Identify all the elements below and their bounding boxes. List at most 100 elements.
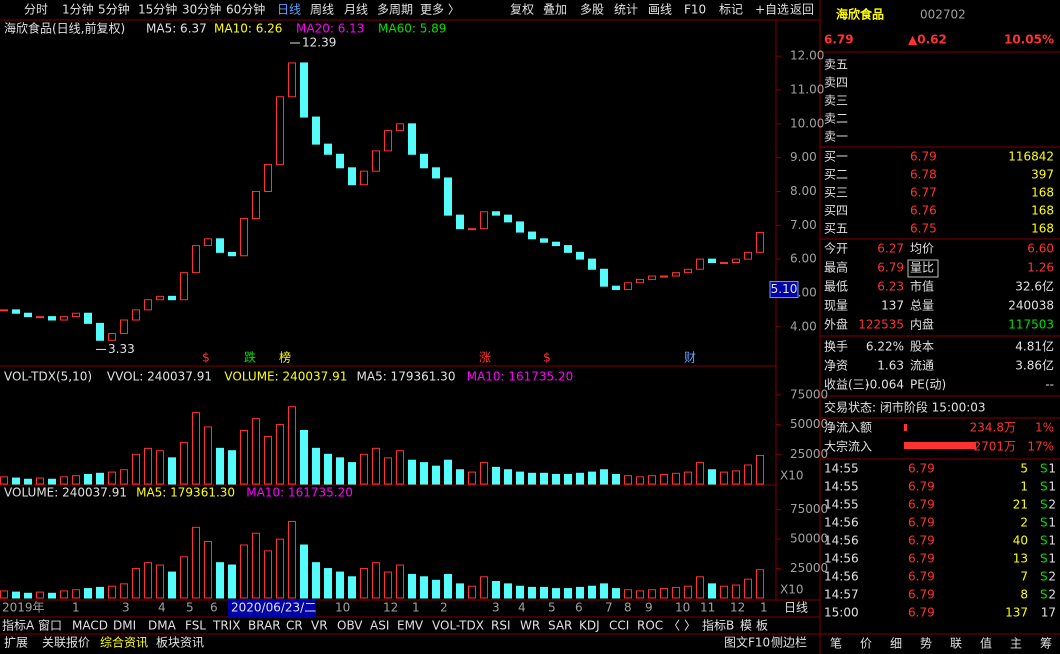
volume-bar bbox=[324, 568, 332, 599]
candle bbox=[300, 62, 308, 118]
period-tab[interactable]: 周线 bbox=[310, 3, 334, 17]
trade-price: 6.79 bbox=[908, 516, 935, 530]
period-tab[interactable]: 5分钟 bbox=[98, 2, 130, 17]
bottom-tab[interactable]: 综合资讯 bbox=[100, 635, 148, 650]
indicator-tab[interactable]: VR bbox=[311, 619, 328, 633]
indicator-tab[interactable]: ROC bbox=[637, 619, 663, 633]
indicator-tab[interactable]: 模 bbox=[740, 619, 752, 633]
side-tab[interactable]: 联 bbox=[950, 637, 962, 651]
bottom-tab[interactable]: 板块资讯 bbox=[156, 636, 204, 650]
volume-bar bbox=[612, 588, 620, 599]
bid-volume: 168 bbox=[1031, 222, 1054, 236]
indicator-tab[interactable]: TRIX bbox=[212, 619, 240, 633]
volume-bar bbox=[732, 470, 740, 485]
indicator-tab[interactable]: 〉 bbox=[684, 619, 696, 633]
period-tab[interactable]: 更多 〉 bbox=[420, 3, 460, 17]
period-tab[interactable]: 30分钟 bbox=[182, 2, 221, 17]
side-tab[interactable]: 势 bbox=[920, 637, 932, 651]
bid-label: 买二 bbox=[824, 168, 848, 182]
toolbar-button[interactable]: 统计 bbox=[614, 3, 638, 17]
period-tab[interactable]: 1分钟 bbox=[62, 2, 94, 17]
volume-bar bbox=[24, 592, 32, 599]
period-tab[interactable]: 分时 bbox=[24, 3, 48, 17]
indicator-tab[interactable]: VOL-TDX bbox=[432, 619, 484, 633]
period-tab[interactable]: 15分钟 bbox=[138, 2, 177, 17]
candle bbox=[228, 251, 236, 257]
indicator-tab[interactable]: CCI bbox=[609, 619, 629, 633]
bottom-tab[interactable]: 侧边栏 bbox=[771, 635, 807, 650]
low-label: 3.33 bbox=[108, 342, 135, 356]
y-tick-label: 75000 bbox=[790, 387, 828, 401]
bottom-tab[interactable]: 图文F10 bbox=[724, 635, 770, 650]
stat-label: 换手 bbox=[824, 340, 848, 354]
volume-bar bbox=[720, 471, 728, 485]
period-tab[interactable]: 月线 bbox=[344, 3, 368, 17]
period-tab[interactable]: 多周期 bbox=[377, 3, 413, 17]
y-tick-label: 75000 bbox=[790, 502, 828, 516]
indicator-tab[interactable]: FSL bbox=[185, 619, 206, 633]
side-tab[interactable]: 值 bbox=[980, 636, 992, 651]
toolbar-button[interactable]: F10 bbox=[684, 3, 706, 17]
trade-time: 14:56 bbox=[824, 570, 859, 584]
side-tab[interactable]: 筹 bbox=[1040, 637, 1052, 651]
side-tab[interactable]: 细 bbox=[890, 637, 902, 651]
indicator-tab[interactable]: ASI bbox=[370, 619, 389, 633]
indicator-tab[interactable]: MACD bbox=[72, 619, 108, 633]
indicator-tab[interactable]: EMV bbox=[397, 619, 424, 633]
indicator-tab[interactable]: 〈 bbox=[668, 619, 680, 633]
candle bbox=[540, 238, 548, 243]
side-tab[interactable]: 主 bbox=[1010, 637, 1022, 651]
candle bbox=[468, 228, 476, 231]
ask-label: 卖一 bbox=[824, 130, 848, 144]
candle bbox=[180, 272, 188, 301]
candle bbox=[564, 245, 572, 253]
stat-value: 1.63 bbox=[877, 359, 904, 373]
toolbar-button[interactable]: 复权 bbox=[510, 3, 534, 17]
period-tab[interactable]: 日线 bbox=[277, 3, 301, 17]
x-tick-label: 4 bbox=[158, 601, 166, 615]
indicator-tab[interactable]: SAR bbox=[548, 619, 572, 633]
candle bbox=[252, 190, 260, 220]
side-tab[interactable]: 笔 bbox=[830, 636, 842, 651]
indicator-tab[interactable]: 窗口 bbox=[38, 619, 62, 633]
stat-label: 今开 bbox=[824, 241, 848, 256]
side-tab[interactable]: 价 bbox=[860, 637, 872, 651]
bottom-tab[interactable]: 扩展 bbox=[4, 636, 28, 650]
stat-label: 总量 bbox=[910, 299, 934, 313]
y-tick-label: 25000 bbox=[790, 447, 828, 461]
indicator-tab[interactable]: 指标A bbox=[2, 618, 35, 633]
indicator-tab[interactable]: DMI bbox=[113, 619, 136, 633]
toolbar-button[interactable]: 叠加 bbox=[543, 3, 567, 17]
toolbar-button[interactable]: 画线 bbox=[648, 3, 672, 17]
period-label[interactable]: 日线 bbox=[784, 601, 808, 615]
indicator-tab[interactable]: CR bbox=[286, 619, 303, 633]
x-tick-label: 12 bbox=[383, 601, 398, 615]
trade-volume: 7 bbox=[1020, 570, 1028, 584]
indicator-tab[interactable]: 板 bbox=[756, 619, 768, 633]
volume-bar bbox=[744, 578, 752, 599]
indicator-tab[interactable]: RSI bbox=[491, 619, 511, 633]
indicator-tab[interactable]: KDJ bbox=[579, 619, 600, 633]
volume-legend: MA5: 179361.30 bbox=[136, 486, 235, 500]
stat-label: 最高 bbox=[824, 260, 848, 275]
period-tab[interactable]: 60分钟 bbox=[226, 2, 265, 17]
ask-label: 卖五 bbox=[824, 58, 848, 72]
stat-value: 137 bbox=[881, 299, 904, 313]
event-marker: $ bbox=[543, 351, 551, 365]
candle bbox=[456, 214, 464, 230]
toolbar-button[interactable]: 标记 bbox=[719, 3, 743, 17]
x-tick-label: 1 bbox=[72, 601, 80, 615]
stat-value: 240038 bbox=[1008, 299, 1054, 313]
candle bbox=[432, 167, 440, 179]
indicator-tab[interactable]: DMA bbox=[148, 619, 177, 633]
x-tick-label: 1 bbox=[760, 601, 768, 615]
indicator-tab[interactable]: OBV bbox=[337, 619, 363, 633]
toolbar-button[interactable]: 多股 bbox=[580, 3, 604, 17]
bottom-tab[interactable]: 关联报价 bbox=[42, 635, 90, 650]
indicator-tab[interactable]: BRAR bbox=[248, 619, 281, 633]
toolbar-button[interactable]: +自选 bbox=[755, 3, 789, 17]
indicator-tab[interactable]: 指标B bbox=[702, 618, 734, 633]
toolbar-button[interactable]: 返回 bbox=[790, 3, 814, 17]
trade-price: 6.79 bbox=[908, 552, 935, 566]
indicator-tab[interactable]: WR bbox=[520, 619, 540, 633]
